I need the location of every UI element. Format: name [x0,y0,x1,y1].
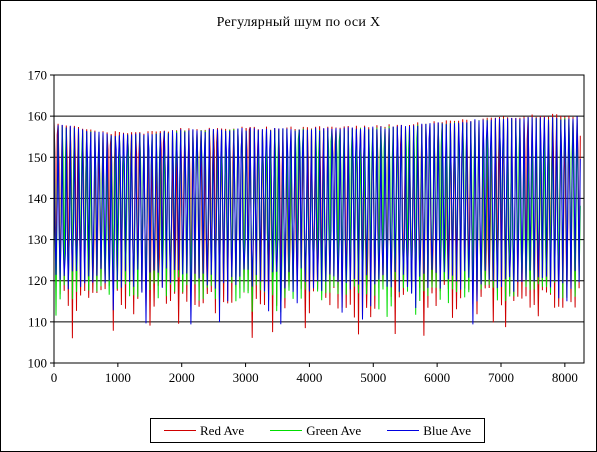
legend-item-red: Red Ave [164,423,244,439]
x-tick-label-0: 0 [51,370,58,385]
y-tick-label-170: 170 [28,68,48,83]
y-tick-label-160: 160 [28,109,48,124]
legend-item-green: Green Ave [270,423,361,439]
x-tick-label-4000: 4000 [296,370,322,385]
legend-swatch-blue [387,430,420,431]
legend-swatch-green [270,430,303,431]
x-tick-label-3000: 3000 [233,370,259,385]
legend: Red Ave Green Ave Blue Ave [150,418,485,443]
y-tick-label-130: 130 [28,232,48,247]
x-tick-label-5000: 5000 [360,370,386,385]
legend-label-red: Red Ave [200,422,245,438]
plot-area-border [53,74,585,364]
y-tick-label-120: 120 [28,273,48,288]
x-tick-label-2000: 2000 [169,370,195,385]
series-line-blue-ave [53,116,581,325]
x-tick-label-6000: 6000 [424,370,450,385]
legend-label-blue: Blue Ave [423,422,471,438]
legend-label-green: Green Ave [306,422,362,438]
chart-title: Регулярный шум по оси X [216,15,381,30]
y-tick-label-150: 150 [28,150,48,165]
x-tick-label-1000: 1000 [105,370,131,385]
x-tick-label-8000: 8000 [552,370,578,385]
y-tick-label-110: 110 [28,314,47,329]
legend-swatch-red [164,430,196,431]
x-tick-label-7000: 7000 [488,370,514,385]
y-tick-label-140: 140 [28,191,48,206]
legend-item-blue: Blue Ave [387,423,471,439]
y-tick-label-100: 100 [28,356,48,371]
